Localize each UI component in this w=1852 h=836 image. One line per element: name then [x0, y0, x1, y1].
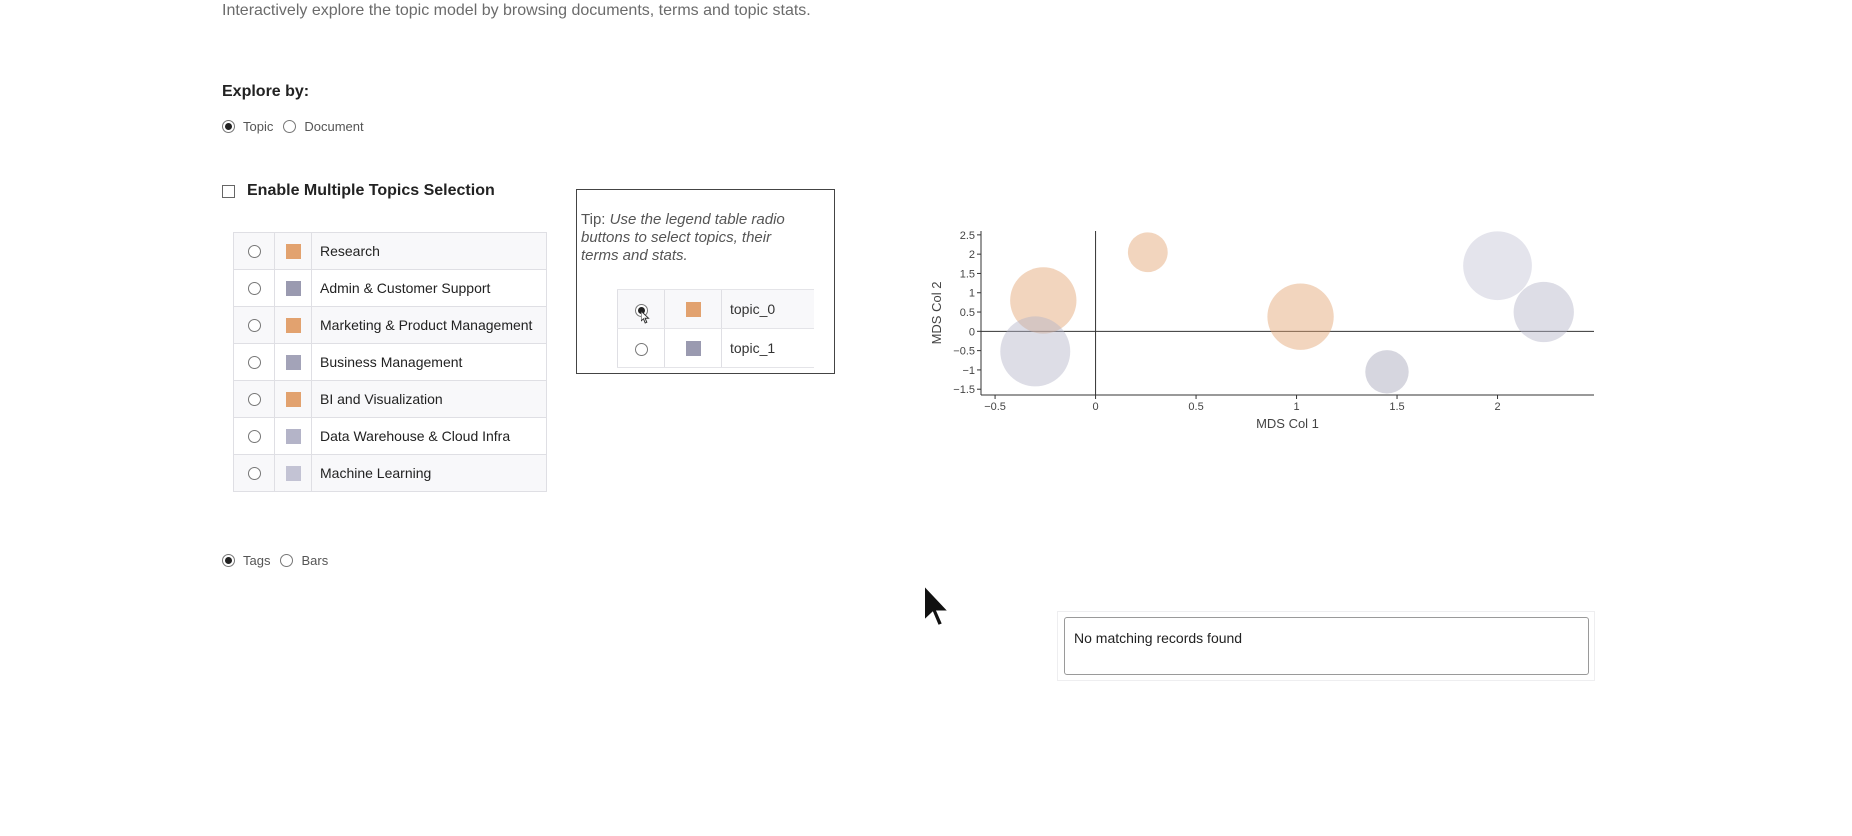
view-tags-radio[interactable]: [222, 554, 235, 567]
mds-scatter-chart: −0.5 0 0.5 1 1.5 2 −1.5 −1 −0.5 0 0.5 1 1.5 2 2.5 MDS C…: [929, 230, 1594, 431]
x-tick-label: 0: [1092, 401, 1098, 413]
explore-by-label: Explore by:: [222, 83, 310, 100]
tip-example-radio: [634, 342, 648, 356]
topic-row[interactable]: Marketing & Product Management: [233, 306, 547, 344]
tip-example-label: topic_0: [721, 289, 814, 329]
topic-bubble: [1010, 267, 1077, 334]
topic-color-swatch: [285, 280, 301, 296]
x-tick-label: 0.5: [1188, 401, 1203, 413]
tip-example-swatch: [685, 302, 701, 318]
topic-radio[interactable]: [247, 355, 261, 369]
topic-row[interactable]: BI and Visualization: [233, 380, 547, 418]
topic-label: Research: [311, 232, 547, 270]
mouse-cursor-icon: [923, 583, 952, 628]
topic-row[interactable]: Business Management: [233, 343, 547, 381]
y-tick-label: 2.5: [960, 230, 975, 242]
explore-topic-label[interactable]: Topic: [243, 119, 274, 134]
y-tick-label: 0: [969, 326, 975, 338]
topic-color-swatch: [285, 317, 301, 333]
x-axis-label: MDS Col 1: [1256, 416, 1319, 431]
page-subtitle: Interactively explore the topic model by…: [222, 2, 811, 19]
topic-label: Machine Learning: [311, 454, 547, 492]
topic-color-swatch: [285, 243, 301, 259]
topic-row[interactable]: Admin & Customer Support: [233, 269, 547, 307]
x-tick-label: 1: [1293, 401, 1299, 413]
view-tags-label[interactable]: Tags: [243, 553, 271, 568]
topic-radio[interactable]: [247, 244, 261, 258]
x-tick-label: 1.5: [1389, 401, 1404, 413]
tip-example-table: topic_0 topic_1: [617, 289, 814, 368]
topic-label: Admin & Customer Support: [311, 269, 547, 307]
topic-color-swatch: [285, 354, 301, 370]
topic-bubble: [1267, 283, 1334, 350]
topic-row[interactable]: Research: [233, 232, 547, 270]
topic-radio[interactable]: [247, 392, 261, 406]
multi-topic-label[interactable]: Enable Multiple Topics Selection: [247, 182, 495, 199]
pointer-cursor-icon: [640, 310, 650, 324]
x-tick-label: −0.5: [984, 401, 1006, 413]
y-tick-label: 1.5: [960, 268, 975, 280]
y-tick-label: 1: [969, 288, 975, 300]
y-tick-label: 0.5: [960, 307, 975, 319]
x-tick-label: 2: [1494, 401, 1500, 413]
explore-document-radio[interactable]: [283, 120, 297, 133]
topic-radio[interactable]: [247, 281, 261, 295]
explore-document-label[interactable]: Document: [304, 119, 364, 134]
topic-color-swatch: [285, 391, 301, 407]
topic-bubble: [1463, 231, 1532, 301]
topic-legend-table: Research Admin & Customer Support Market…: [233, 232, 547, 492]
topic-label: Marketing & Product Management: [311, 306, 547, 344]
y-tick-label: −1: [962, 365, 975, 377]
no-records-message: No matching records found: [1064, 617, 1589, 675]
topic-color-swatch: [285, 465, 301, 481]
tip-example-row: topic_1: [617, 328, 814, 368]
topic-bubble: [1513, 281, 1574, 343]
topic-label: Data Warehouse & Cloud Infra: [311, 417, 547, 455]
multi-topic-checkbox[interactable]: [222, 184, 235, 198]
view-bars-radio[interactable]: [280, 554, 294, 567]
topic-bubble: [1365, 350, 1409, 394]
y-tick-label: −1.5: [953, 384, 975, 396]
tip-example-swatch: [685, 341, 701, 357]
view-bars-label[interactable]: Bars: [301, 553, 329, 568]
explore-topic-radio[interactable]: [222, 120, 235, 133]
explore-by-radio-group: Topic Document: [222, 119, 364, 134]
tip-message: Use the legend table radio buttons to se…: [581, 211, 785, 264]
topic-label: Business Management: [311, 343, 547, 381]
tip-example-row: topic_0: [617, 289, 814, 329]
y-tick-label: 2: [969, 249, 975, 261]
topic-radio[interactable]: [247, 318, 261, 332]
topic-radio[interactable]: [247, 429, 261, 443]
tip-example-label: topic_1: [721, 328, 814, 368]
multi-topic-toggle[interactable]: Enable Multiple Topics Selection: [222, 182, 495, 200]
records-panel: No matching records found: [1057, 611, 1595, 681]
topic-radio[interactable]: [247, 466, 261, 480]
topic-row[interactable]: Machine Learning: [233, 454, 547, 492]
tip-prefix: Tip:: [581, 211, 606, 228]
topic-row[interactable]: Data Warehouse & Cloud Infra: [233, 417, 547, 455]
topic-bubble: [1127, 232, 1168, 273]
tip-text: Tip: Use the legend table radio buttons …: [581, 211, 811, 265]
view-mode-radio-group: Tags Bars: [222, 553, 328, 568]
topic-label: BI and Visualization: [311, 380, 547, 418]
topic-color-swatch: [285, 428, 301, 444]
topic-bubble: [1000, 316, 1071, 387]
tip-box: Tip: Use the legend table radio buttons …: [576, 189, 835, 374]
y-tick-label: −0.5: [953, 346, 975, 358]
y-axis-label: MDS Col 2: [929, 282, 944, 345]
